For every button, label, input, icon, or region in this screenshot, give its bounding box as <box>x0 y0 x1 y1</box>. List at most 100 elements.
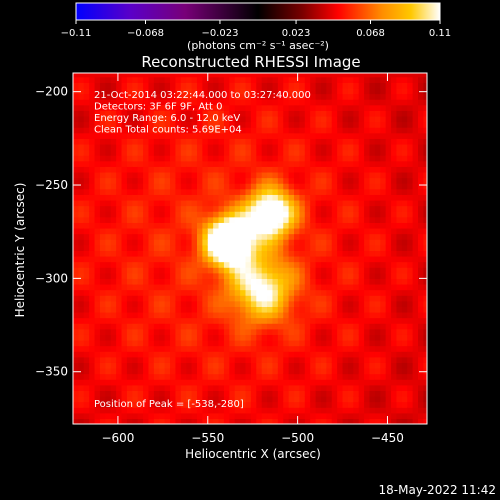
heatmap-cell <box>73 104 79 111</box>
heatmap-cell <box>240 183 247 190</box>
heatmap-cell <box>164 356 171 363</box>
heatmap-cell <box>385 412 392 419</box>
heatmap-cell <box>83 356 90 363</box>
heatmap-cell <box>272 216 279 223</box>
heatmap-cell <box>105 250 112 257</box>
heatmap-cell <box>180 115 187 123</box>
heatmap-cell <box>170 233 177 240</box>
heatmap-cell <box>229 73 236 78</box>
heatmap-cell <box>401 351 408 358</box>
heatmap-cell <box>401 412 408 419</box>
heatmap-cell <box>250 171 257 179</box>
heatmap-cell <box>234 379 241 386</box>
heatmap-cell <box>250 412 257 419</box>
heatmap-cell <box>132 82 139 89</box>
heatmap-cell <box>353 250 360 257</box>
heatmap-cell <box>116 255 123 263</box>
heatmap-cell <box>369 300 376 307</box>
heatmap-cell <box>315 283 322 291</box>
heatmap-cell <box>374 272 381 279</box>
heatmap-cell <box>261 205 268 212</box>
heatmap-cell <box>78 367 85 375</box>
heatmap-cell <box>315 87 322 95</box>
heatmap-cell <box>342 300 349 307</box>
heatmap-cell <box>347 177 354 184</box>
heatmap-cell <box>299 143 306 151</box>
heatmap-cell <box>385 132 392 139</box>
heatmap-cell <box>267 407 274 414</box>
heatmap-cell <box>401 261 408 268</box>
y-axis-label: Heliocentric Y (arcsec) <box>13 183 27 318</box>
heatmap-cell <box>374 412 381 419</box>
heatmap-cell <box>207 233 214 240</box>
heatmap-cell <box>267 188 274 195</box>
heatmap-cell <box>423 127 427 134</box>
heatmap-cell <box>267 177 274 184</box>
heatmap-cell <box>148 362 155 369</box>
heatmap-cell <box>159 104 166 111</box>
heatmap-cell <box>299 211 306 218</box>
heatmap-cell <box>218 306 225 313</box>
footer-timestamp: 18-May-2022 11:42 <box>379 483 496 497</box>
heatmap-cell <box>261 250 268 257</box>
heatmap-cell <box>347 183 354 190</box>
heatmap-cell <box>407 306 414 313</box>
heatmap-cell <box>132 395 139 403</box>
heatmap-cell <box>364 323 371 330</box>
heatmap-cell <box>320 115 327 123</box>
heatmap-cell <box>358 171 365 179</box>
heatmap-cell <box>105 300 112 307</box>
heatmap-cell <box>159 233 166 240</box>
heatmap-cell <box>337 261 344 268</box>
heatmap-cell <box>153 127 160 134</box>
heatmap-cell <box>374 334 381 341</box>
heatmap-cell <box>94 379 101 386</box>
heatmap-cell <box>202 300 209 307</box>
heatmap-cell <box>137 227 144 235</box>
heatmap-cell <box>261 115 268 123</box>
heatmap-cell <box>374 211 381 218</box>
heatmap-cell <box>207 373 214 380</box>
heatmap-cell <box>196 93 203 100</box>
heatmap-cell <box>180 418 187 424</box>
heatmap-cell <box>331 104 338 111</box>
heatmap-cell <box>342 239 349 246</box>
heatmap-cell <box>277 351 284 358</box>
heatmap-cell <box>364 127 371 134</box>
heatmap-cell <box>407 345 414 352</box>
heatmap-cell <box>94 177 101 184</box>
heatmap-cell <box>164 401 171 408</box>
heatmap-cell <box>337 127 344 134</box>
heatmap-cell <box>159 267 166 274</box>
heatmap-cell <box>170 339 177 347</box>
heatmap-cell <box>132 255 139 263</box>
heatmap-cell <box>223 171 230 179</box>
heatmap-cell <box>423 138 427 145</box>
heatmap-cell <box>153 317 160 324</box>
heatmap-cell <box>170 255 177 263</box>
heatmap-cell <box>423 373 427 380</box>
heatmap-cell <box>137 328 144 335</box>
heatmap-cell <box>353 127 360 134</box>
heatmap-cell <box>412 407 419 414</box>
x-tick-label: −450 <box>371 431 404 445</box>
heatmap-cell <box>202 306 209 313</box>
heatmap-cell <box>385 127 392 134</box>
heatmap-cell <box>121 166 128 173</box>
heatmap-cell <box>304 188 311 195</box>
heatmap-cell <box>89 295 96 302</box>
heatmap-cell <box>320 160 327 167</box>
heatmap-cell <box>320 328 327 335</box>
heatmap-cell <box>256 362 263 369</box>
heatmap-cell <box>191 345 198 352</box>
heatmap-cell <box>315 115 322 123</box>
heatmap-cell <box>240 73 247 78</box>
heatmap-cell <box>267 205 274 212</box>
heatmap-cell <box>326 272 333 279</box>
heatmap-cell <box>218 121 225 128</box>
heatmap-cell <box>326 395 333 403</box>
heatmap-cell <box>294 73 301 78</box>
heatmap-cell <box>223 295 230 302</box>
heatmap-cell <box>240 339 247 347</box>
heatmap-cell <box>380 351 387 358</box>
